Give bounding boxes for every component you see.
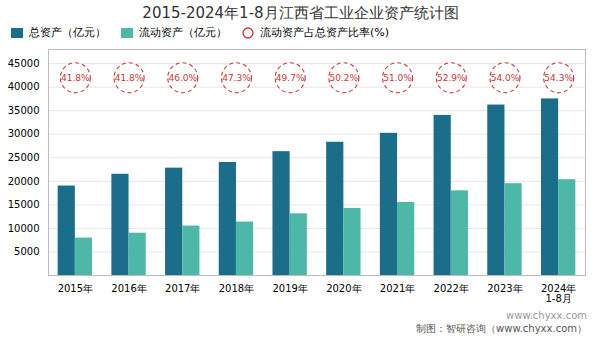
svg-text:2022年: 2022年 (434, 283, 469, 294)
svg-text:52.9%: 52.9% (437, 73, 466, 83)
svg-text:49.7%: 49.7% (276, 73, 305, 83)
html-text:2015-2024年1-8月江西省工业企业资产统计图: 2015-2024年1-8月江西省工业企业资产统计图 (142, 4, 459, 22)
svg-text:2018年: 2018年 (219, 283, 254, 294)
svg-text:15000: 15000 (8, 199, 40, 210)
svg-text:10000: 10000 (8, 223, 40, 234)
svg-text:51.0%: 51.0% (383, 73, 412, 83)
svg-text:2020年: 2020年 (326, 283, 361, 294)
svg-text:46.0%: 46.0% (168, 73, 197, 83)
svg-text:50.2%: 50.2% (330, 73, 359, 83)
svg-text:25000: 25000 (8, 152, 40, 163)
svg-text:2017年: 2017年 (165, 283, 200, 294)
svg-text:54.3%: 54.3% (544, 73, 573, 83)
html-text:流动资产（亿元）: 流动资产（亿元） (139, 26, 227, 39)
svg-text:2015年: 2015年 (58, 283, 93, 294)
svg-text:30000: 30000 (8, 128, 40, 139)
svg-text:35000: 35000 (8, 105, 40, 116)
html-text:流动资产占总资产比率(%): 流动资产占总资产比率(%) (260, 26, 389, 39)
svg-text:40000: 40000 (8, 81, 40, 92)
html-text:制图：智研咨询（www.chyxx.com）: 制图：智研咨询（www.chyxx.com） (416, 323, 587, 334)
svg-text:2016年: 2016年 (111, 283, 146, 294)
svg-text:41.8%: 41.8% (115, 73, 144, 83)
svg-text:41.8%: 41.8% (61, 73, 90, 83)
svg-text:47.3%: 47.3% (222, 73, 251, 83)
svg-text:54.0%: 54.0% (491, 73, 520, 83)
html-text:总资产（亿元）: 总资产（亿元） (29, 26, 106, 39)
html-text:www.chyxx.com: www.chyxx.com (506, 310, 587, 321)
svg-text:20000: 20000 (8, 176, 40, 187)
svg-text:2023年: 2023年 (487, 283, 522, 294)
svg-text:2024年1-8月: 2024年1-8月 (541, 283, 576, 304)
svg-text:5000: 5000 (14, 246, 39, 257)
svg-text:2021年: 2021年 (380, 283, 415, 294)
svg-text:2019年: 2019年 (272, 283, 307, 294)
svg-text:45000: 45000 (8, 58, 40, 69)
